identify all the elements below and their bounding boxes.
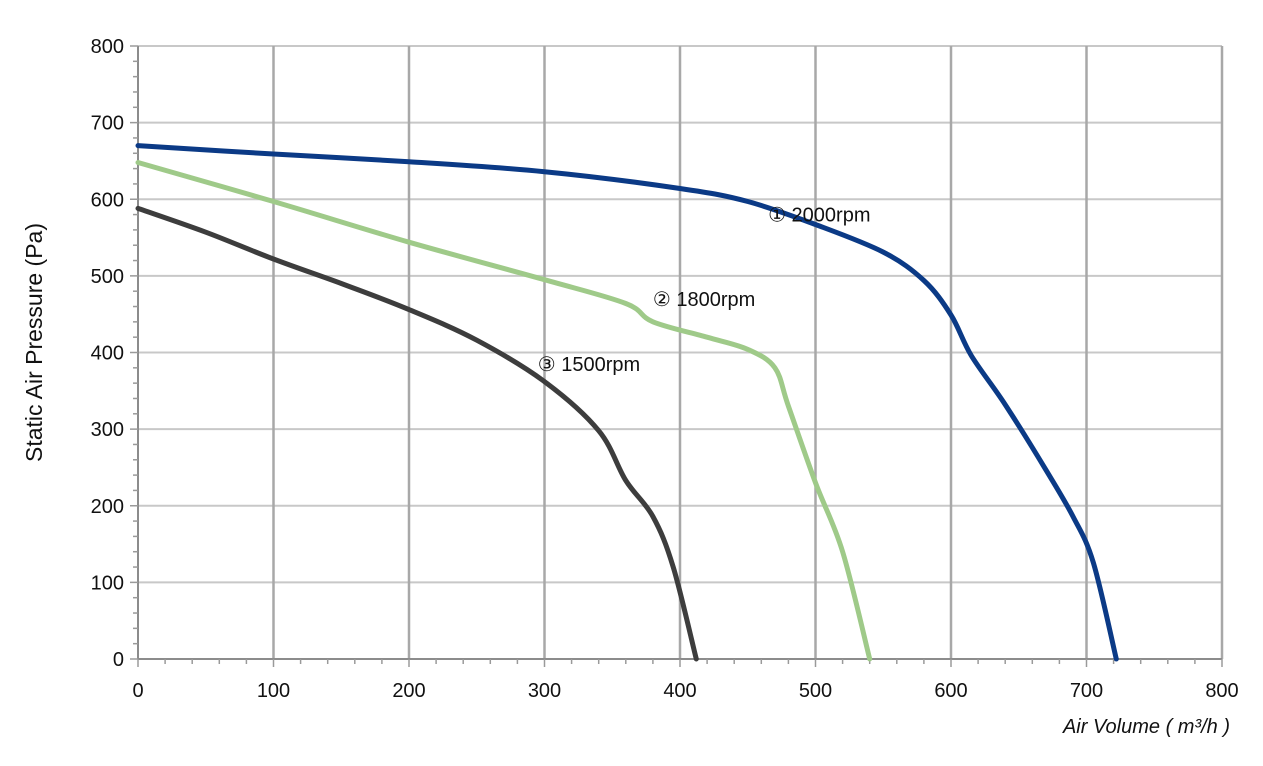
x-tick-label: 400 (663, 680, 696, 702)
y-tick-label: 300 (91, 419, 124, 441)
y-tick-label: 200 (91, 496, 124, 518)
y-tick-label: 500 (91, 266, 124, 288)
curve-label-3: ③ 1500rpm (538, 354, 640, 376)
y-tick-label: 800 (91, 36, 124, 58)
x-tick-label: 0 (132, 680, 143, 702)
series-line-2 (135, 160, 873, 662)
series (135, 143, 1119, 662)
x-axis-title: Air Volume ( m³/h ) (1062, 716, 1230, 738)
x-tick-label: 700 (1070, 680, 1103, 702)
y-tick-label: 600 (91, 189, 124, 211)
y-tick-label: 400 (91, 343, 124, 365)
y-axis-title: Static Air Pressure (Pa) (21, 223, 47, 462)
x-tick-label: 300 (528, 680, 561, 702)
labels: 0 100 200 300 400 500 600 700 800 0 100 200 300 400 50… (21, 36, 1239, 738)
grid (138, 45, 1224, 659)
x-tick-label: 100 (257, 680, 290, 702)
curve-label-1: ① 2000rpm (768, 205, 870, 227)
y-tick-label: 700 (91, 113, 124, 135)
curve-label-2: ② 1800rpm (653, 289, 755, 311)
series-line-1 (135, 143, 1119, 662)
x-tick-label: 500 (799, 680, 832, 702)
x-tick-label: 800 (1205, 680, 1238, 702)
series-line-3 (135, 205, 699, 662)
y-tick-label: 0 (113, 649, 124, 671)
axes (130, 45, 1223, 667)
y-tick-label: 100 (91, 572, 124, 594)
x-tick-label: 600 (934, 680, 967, 702)
x-tick-label: 200 (392, 680, 425, 702)
